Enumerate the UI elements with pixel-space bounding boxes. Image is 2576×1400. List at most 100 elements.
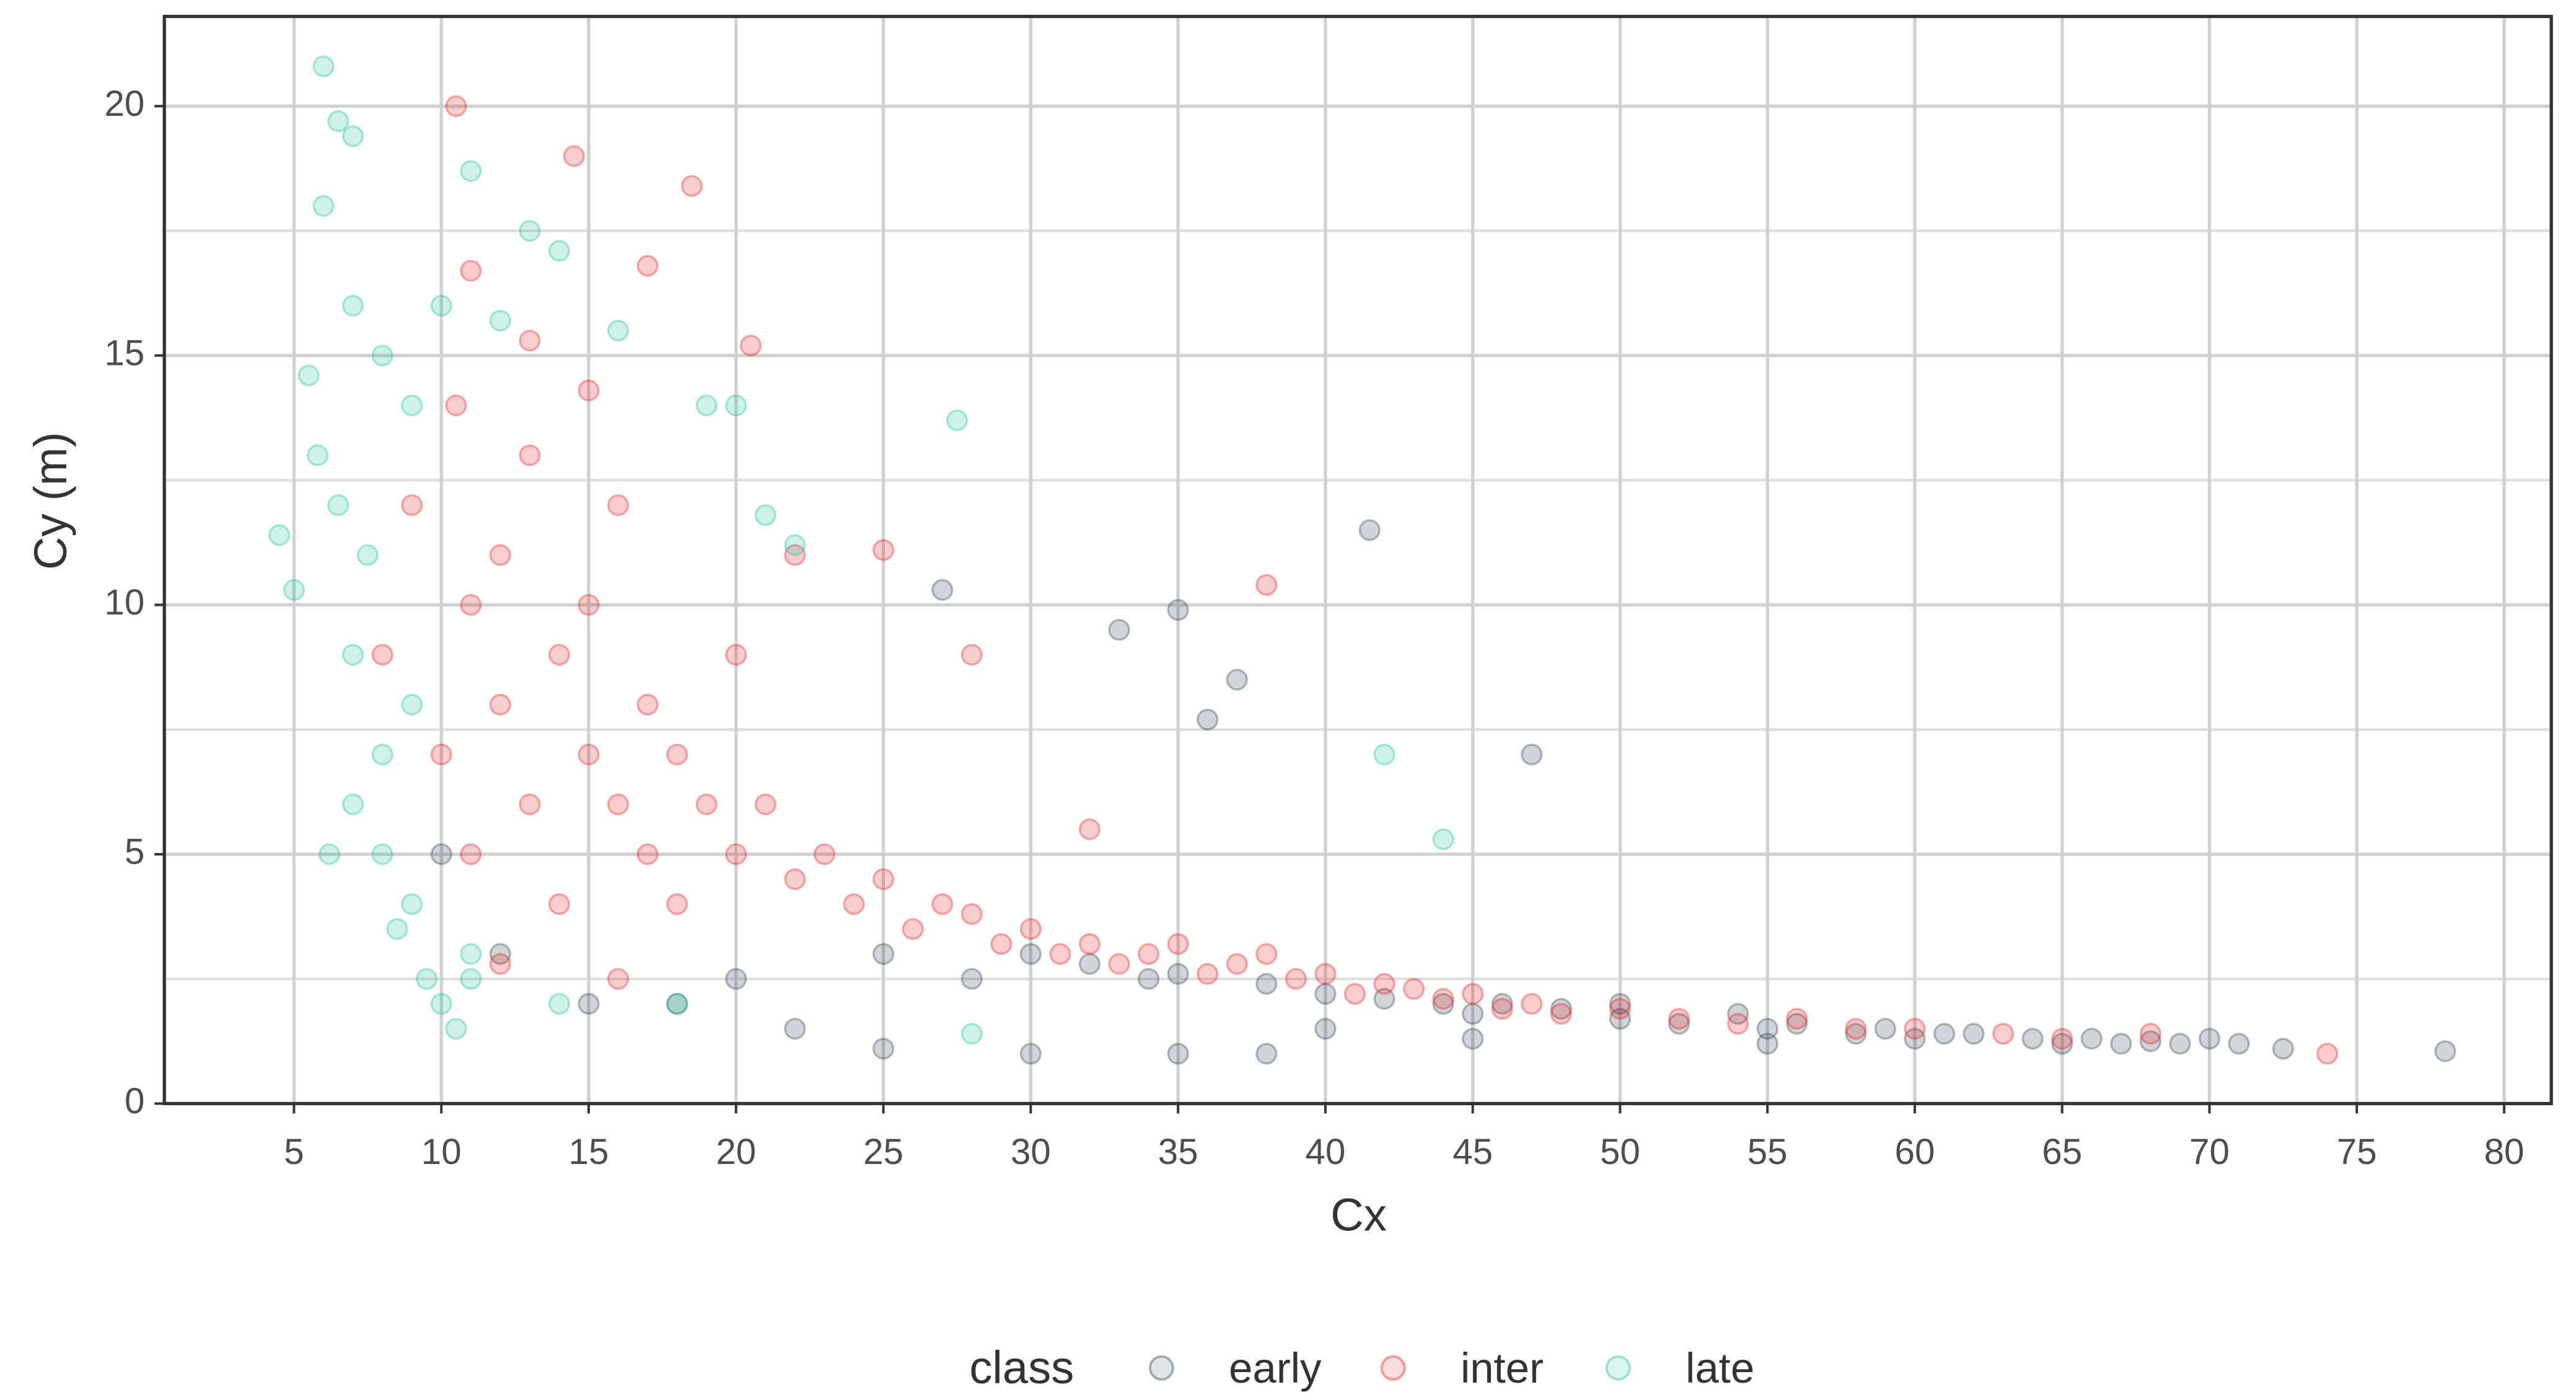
point — [341, 793, 364, 816]
point — [268, 524, 291, 546]
point — [636, 693, 659, 716]
point — [2316, 1043, 2339, 1065]
point — [1668, 1008, 1690, 1030]
point — [1255, 973, 1278, 995]
point — [1078, 933, 1101, 955]
point — [548, 240, 571, 262]
point — [1963, 1023, 1985, 1045]
point — [1402, 978, 1425, 1000]
point — [1049, 943, 1071, 965]
point — [607, 320, 630, 342]
point — [327, 494, 349, 517]
point — [1668, 1013, 1690, 1035]
x-tick-label: 20 — [716, 1132, 756, 1172]
point — [1255, 1043, 1278, 1065]
legend-label: late — [1686, 1344, 1754, 1392]
point — [460, 968, 482, 990]
point — [1314, 1018, 1337, 1040]
point — [754, 504, 776, 527]
point — [460, 843, 482, 865]
point — [784, 534, 806, 556]
point — [2272, 1038, 2295, 1060]
point — [356, 544, 379, 566]
point — [754, 793, 776, 816]
point — [1108, 953, 1130, 975]
point — [312, 195, 335, 217]
point — [386, 918, 408, 940]
point — [607, 793, 630, 816]
y-tick-label: 5 — [125, 831, 144, 872]
point — [1167, 933, 1189, 955]
point — [2110, 1033, 2132, 1055]
point — [872, 868, 895, 890]
point — [578, 992, 600, 1015]
point — [931, 579, 954, 601]
point — [1137, 968, 1160, 990]
point — [2139, 1023, 2162, 1045]
point — [519, 220, 541, 242]
point — [961, 644, 983, 666]
point — [460, 260, 482, 282]
point — [430, 992, 452, 1015]
point — [1432, 992, 1454, 1015]
point — [1550, 1002, 1572, 1025]
x-tick-label: 40 — [1305, 1132, 1345, 1172]
point — [1285, 968, 1307, 990]
x-tick-label: 45 — [1453, 1132, 1493, 1172]
point — [318, 843, 341, 865]
point — [578, 743, 600, 766]
point — [548, 893, 571, 916]
legend-marker — [1605, 1355, 1631, 1381]
point — [1167, 598, 1189, 621]
point — [1609, 992, 1632, 1015]
point — [1609, 997, 1632, 1020]
point — [430, 843, 452, 865]
point — [1462, 1028, 1484, 1050]
point — [1462, 982, 1484, 1005]
x-tick-label: 10 — [421, 1132, 462, 1172]
point — [1521, 992, 1543, 1015]
point — [2051, 1028, 2073, 1050]
point — [695, 394, 718, 417]
grid — [164, 16, 2552, 1106]
point — [401, 693, 423, 716]
x-tick-label: 30 — [1011, 1132, 1051, 1172]
x-tick-label: 80 — [2484, 1132, 2525, 1172]
point — [341, 644, 364, 666]
point — [341, 125, 364, 147]
point — [2080, 1028, 2103, 1050]
point — [1197, 963, 1219, 985]
point — [607, 968, 630, 990]
point — [489, 693, 511, 716]
point — [1432, 987, 1454, 1010]
point — [1255, 943, 1278, 965]
legend-marker — [1380, 1355, 1406, 1381]
point — [1358, 519, 1381, 541]
point — [1108, 619, 1130, 641]
y-tick-label: 0 — [125, 1081, 144, 1121]
points — [268, 55, 2456, 1065]
point — [1226, 668, 1248, 691]
point — [990, 933, 1013, 955]
point — [666, 743, 688, 766]
point — [519, 793, 541, 816]
point — [2021, 1028, 2044, 1050]
point — [961, 903, 983, 925]
x-tick-label: 15 — [569, 1132, 609, 1172]
point — [548, 644, 571, 666]
point — [445, 95, 467, 118]
point — [725, 843, 747, 865]
point — [306, 444, 329, 466]
point — [1226, 953, 1248, 975]
panel-border — [162, 14, 2553, 1106]
point — [1933, 1023, 1956, 1045]
point — [666, 992, 688, 1015]
point — [1373, 973, 1396, 995]
point — [636, 843, 659, 865]
point — [1609, 1008, 1632, 1030]
x-axis-title: Cx — [1330, 1189, 1387, 1241]
point — [666, 992, 688, 1015]
point — [1373, 987, 1396, 1010]
point — [460, 943, 482, 965]
